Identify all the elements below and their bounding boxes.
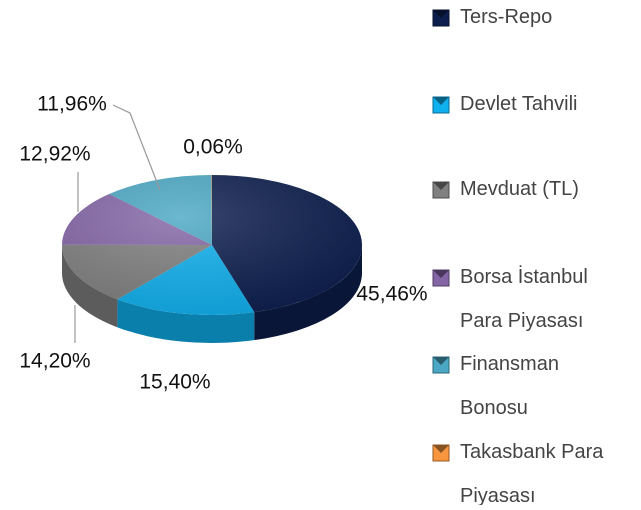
slice-side — [254, 245, 362, 341]
data-label: 12,92% — [19, 143, 90, 166]
legend-label: Borsa İstanbul Para Piyasası — [460, 265, 593, 332]
legend-label-line: Para Piyasası — [460, 310, 583, 332]
legend-label-line: Piyasası — [460, 485, 536, 505]
data-label: 11,96% — [37, 93, 107, 116]
leader-line — [112, 104, 161, 191]
legend-marker-bevel — [433, 445, 449, 453]
legend-label: Mevduat (TL) — [460, 178, 579, 200]
legend-label-line: Mevduat (TL) — [460, 178, 579, 200]
legend-marker-bevel — [433, 270, 449, 278]
legend-label-line: Finansman — [460, 353, 565, 375]
legend-label: Finansman Bonosu — [460, 353, 565, 419]
legend-marker-bevel — [433, 10, 449, 18]
legend-label-line: Bonosu — [460, 397, 528, 419]
legend-marker-bevel — [433, 357, 449, 365]
legend-label: Ters-Repo — [460, 6, 552, 28]
data-labels: 45,46% 15,40% 14,20% 12,92% 11,96% 0,06% — [19, 93, 427, 394]
legend-label-line: Ters-Repo — [460, 6, 552, 28]
legend: Ters-Repo Devlet Tahvili Mevduat (TL) Borsa… — [432, 6, 609, 507]
legend-marker-bevel — [433, 97, 449, 105]
legend-marker-bevel — [433, 182, 449, 190]
legend-label: Takasbank Para Piyasası — [460, 441, 609, 505]
data-label: 45,46% — [356, 283, 427, 306]
legend-label-line: Devlet Tahvili — [460, 93, 577, 115]
legend-label-line: Takasbank Para — [460, 441, 609, 463]
data-label: 0,06% — [183, 136, 243, 159]
data-label: 15,40% — [139, 371, 210, 394]
legend-label: Devlet Tahvili — [460, 93, 577, 115]
legend-label-line: Borsa İstanbul — [460, 265, 593, 288]
data-label: 14,20% — [19, 350, 90, 373]
pie-tops — [61, 175, 362, 316]
